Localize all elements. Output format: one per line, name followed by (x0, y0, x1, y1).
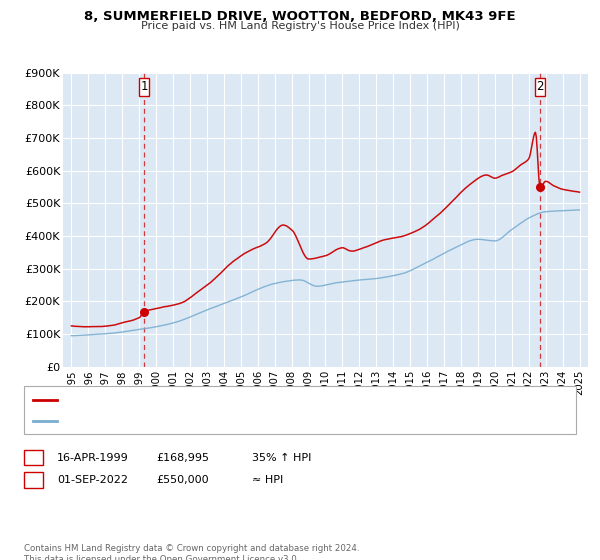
Text: Contains HM Land Registry data © Crown copyright and database right 2024.
This d: Contains HM Land Registry data © Crown c… (24, 544, 359, 560)
Text: 8, SUMMERFIELD DRIVE, WOOTTON, BEDFORD, MK43 9FE (detached house): 8, SUMMERFIELD DRIVE, WOOTTON, BEDFORD, … (63, 395, 442, 405)
Bar (139, 78, 149, 96)
Text: 1: 1 (30, 451, 37, 464)
Text: 35% ↑ HPI: 35% ↑ HPI (252, 452, 311, 463)
Text: 8, SUMMERFIELD DRIVE, WOOTTON, BEDFORD, MK43 9FE: 8, SUMMERFIELD DRIVE, WOOTTON, BEDFORD, … (84, 10, 516, 23)
Text: Price paid vs. HM Land Registry's House Price Index (HPI): Price paid vs. HM Land Registry's House … (140, 21, 460, 31)
Bar (535, 78, 545, 96)
Text: 1: 1 (140, 80, 148, 93)
Text: £168,995: £168,995 (156, 452, 209, 463)
Text: 2: 2 (30, 473, 37, 487)
Text: HPI: Average price, detached house, Bedford: HPI: Average price, detached house, Bedf… (63, 416, 287, 426)
Text: 16-APR-1999: 16-APR-1999 (57, 452, 129, 463)
Text: £550,000: £550,000 (156, 475, 209, 485)
Text: ≈ HPI: ≈ HPI (252, 475, 283, 485)
Text: 2: 2 (536, 80, 544, 93)
Text: 01-SEP-2022: 01-SEP-2022 (57, 475, 128, 485)
